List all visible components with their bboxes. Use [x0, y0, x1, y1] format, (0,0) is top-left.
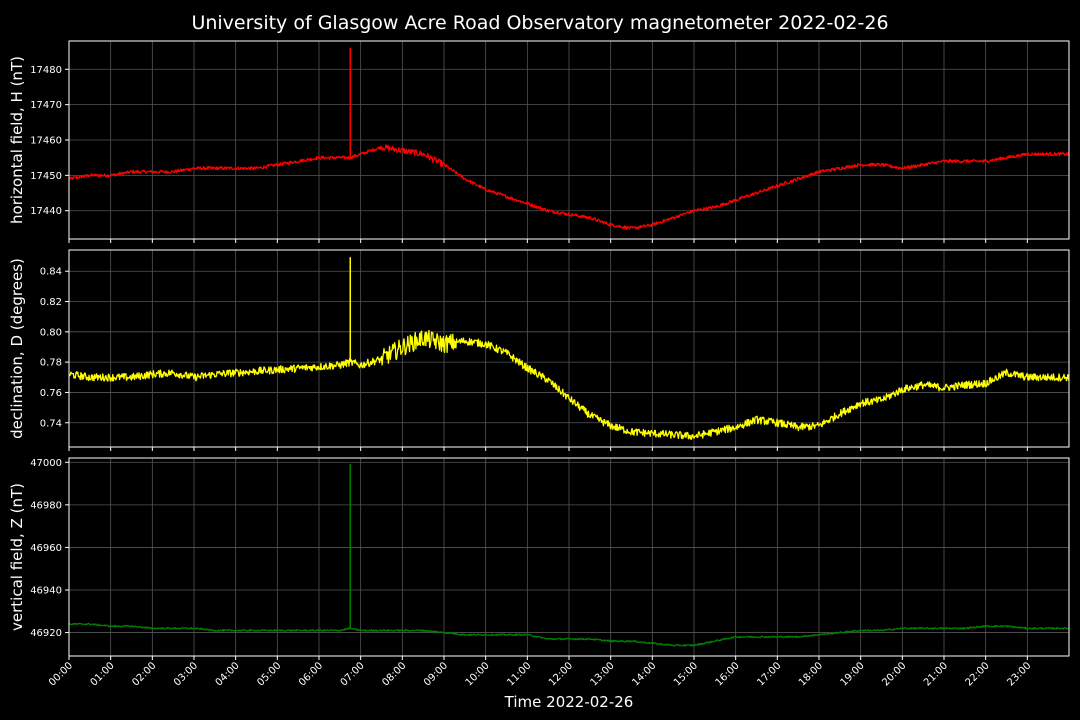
x-tick-label: 18:00 [797, 660, 825, 688]
y-tick-label: 0.74 [40, 418, 62, 429]
panel-frame [68, 40, 1070, 240]
y-tick-label: 46980 [30, 500, 62, 511]
series-line-H [68, 47, 1070, 230]
panels: 17440 17450 17460 17470 17480 horizontal fiel… [8, 40, 1070, 689]
x-tick-label: 14:00 [630, 660, 658, 688]
y-tick-label: 17460 [30, 136, 62, 147]
x-tick-label: 02:00 [130, 660, 158, 688]
y-tick-label: 17440 [30, 206, 62, 217]
x-tick-label: 08:00 [380, 660, 408, 688]
x-tick-label: 21:00 [922, 660, 950, 688]
y-tick-label: 0.80 [40, 327, 62, 338]
y-axis-label: declination, D (degrees) [8, 258, 26, 439]
y-tick-label: 0.84 [40, 267, 62, 278]
x-tick-label: 03:00 [172, 660, 200, 688]
panel-frame [68, 249, 1070, 448]
y-tick-label: 0.78 [40, 358, 62, 369]
x-tick-label: 19:00 [839, 660, 867, 688]
x-tick-label: 22:00 [964, 660, 992, 688]
panel-D: 0.74 0.76 0.78 0.80 0.82 0.84 declination, D (… [8, 249, 1070, 451]
x-tick-label: 17:00 [755, 660, 783, 688]
panel-frame [68, 457, 1070, 657]
x-tick-label: 07:00 [339, 660, 367, 688]
x-tick-label: 01:00 [89, 660, 117, 688]
y-tick-label: 17480 [30, 65, 62, 76]
y-tick-label: 17470 [30, 100, 62, 111]
y-tick-label: 46940 [30, 586, 62, 597]
y-tick-label: 17450 [30, 171, 62, 182]
x-tick-label: 23:00 [1005, 660, 1033, 688]
y-tick-label: 47000 [30, 458, 62, 469]
x-tick-label: 16:00 [714, 660, 742, 688]
x-tick-label: 05:00 [255, 660, 283, 688]
x-tick-label: 13:00 [589, 660, 617, 688]
y-tick-label: 46960 [30, 543, 62, 554]
y-tick-label: 46920 [30, 628, 62, 639]
x-tick-label: 12:00 [547, 660, 575, 688]
chart-title: University of Glasgow Acre Road Observat… [191, 12, 888, 34]
panel-H: 17440 17450 17460 17470 17480 horizontal fiel… [8, 40, 1070, 243]
x-tick-label: 20:00 [880, 660, 908, 688]
series-line-D [68, 256, 1070, 441]
panel-Z: 46920 46940 46960 46980 47000 vertical field,… [8, 457, 1070, 689]
x-tick-label: 10:00 [464, 660, 492, 688]
series-line-Z [68, 463, 1070, 647]
x-tick-label: 04:00 [214, 660, 242, 688]
x-tick-label: 15:00 [672, 660, 700, 688]
x-axis-label: Time 2022-02-26 [504, 693, 634, 711]
y-tick-label: 0.82 [40, 297, 62, 308]
x-tick-label: 11:00 [505, 660, 533, 688]
x-tick-label: 06:00 [297, 660, 325, 688]
y-tick-label: 0.76 [40, 388, 62, 399]
y-axis-label: vertical field, Z (nT) [8, 483, 26, 631]
x-tick-label: 00:00 [47, 660, 75, 688]
x-tick-label: 09:00 [422, 660, 450, 688]
y-axis-label: horizontal field, H (nT) [8, 56, 26, 224]
